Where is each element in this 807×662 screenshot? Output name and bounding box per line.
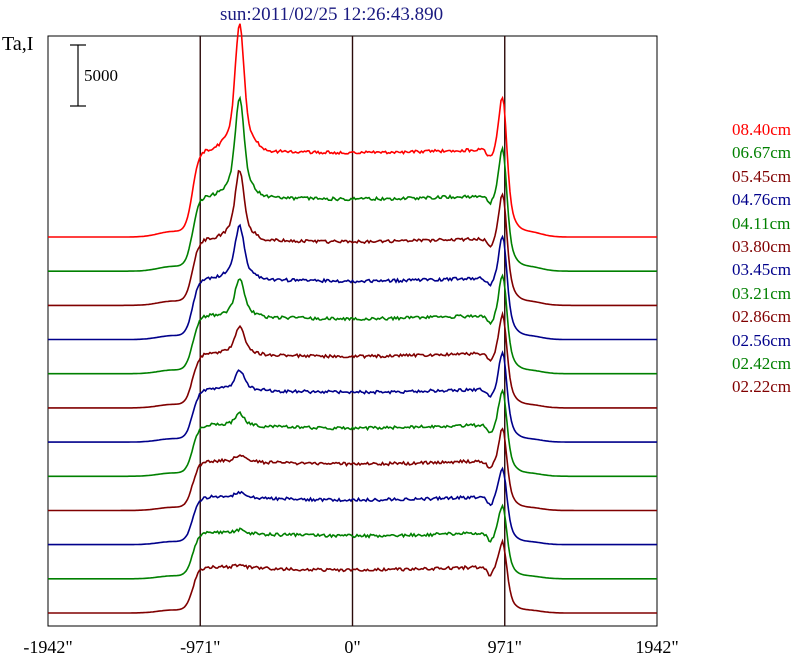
scale-bar-label: 5000 <box>84 66 118 85</box>
series-line-03.45cm <box>48 350 657 443</box>
legend-item: 03.21cm <box>732 283 792 303</box>
series-line-05.45cm <box>48 169 657 307</box>
chart-title: sun:2011/02/25 12:26:43.890 <box>220 4 444 25</box>
series-line-02.22cm <box>48 538 657 614</box>
x-tick-label: -971" <box>180 637 221 657</box>
series-line-04.11cm <box>48 273 657 375</box>
legend-item: 02.22cm <box>732 377 792 397</box>
legend-item: 04.11cm <box>732 213 791 233</box>
series-line-04.76cm <box>48 223 657 341</box>
series-line-02.86cm <box>48 427 657 512</box>
series-line-08.40cm <box>48 23 657 238</box>
series-line-03.80cm <box>48 310 657 409</box>
series-line-06.67cm <box>48 95 657 273</box>
legend-item: 08.40cm <box>732 120 792 139</box>
series-line-03.21cm <box>48 388 657 478</box>
legend-item: 02.86cm <box>732 307 792 327</box>
legend-item: 06.67cm <box>732 143 792 163</box>
x-tick-label: 1942" <box>635 637 679 657</box>
legend-item: 03.45cm <box>732 260 792 280</box>
series-line-02.56cm <box>48 466 657 546</box>
legend-item: 04.76cm <box>732 190 792 210</box>
legend-item: 03.80cm <box>732 236 792 256</box>
series-line-02.42cm <box>48 503 657 580</box>
legend: 08.40cm 06.67cm 05.45cm 04.76cm 04.11cm 03.80… <box>732 118 791 399</box>
y-axis-label: Ta,I <box>2 33 34 55</box>
legend-item: 02.56cm <box>732 330 792 350</box>
x-tick-label: -1942" <box>23 637 73 657</box>
legend-item: 02.42cm <box>732 353 792 373</box>
x-tick-label: 971" <box>487 637 522 657</box>
x-tick-label: 0" <box>344 637 361 657</box>
legend-item: 05.45cm <box>732 166 792 186</box>
